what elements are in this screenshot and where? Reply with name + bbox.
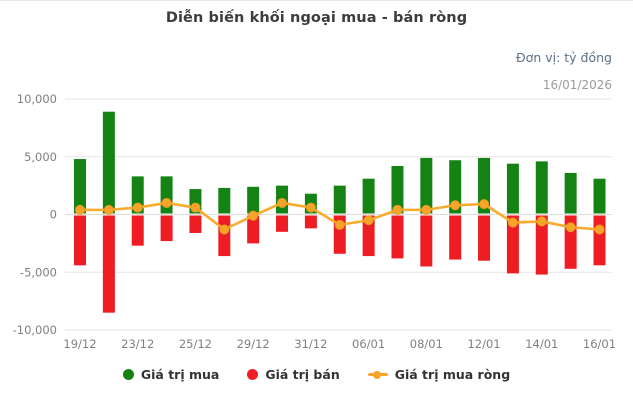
y-tick-label: 0	[50, 208, 57, 222]
x-tick-label: 31/12	[294, 337, 327, 351]
net-point[interactable]	[219, 224, 230, 235]
y-tick-label: -5,000	[20, 265, 57, 279]
net-point[interactable]	[132, 202, 143, 213]
net-point[interactable]	[421, 204, 432, 215]
y-tick-label: 10,000	[17, 92, 57, 106]
x-tick-label: 29/12	[237, 337, 270, 351]
as-of-date-label: 16/01/2026	[542, 78, 612, 92]
buy-bar[interactable]	[593, 178, 606, 214]
sell-bar[interactable]	[102, 215, 115, 313]
chart-legend: Giá trị mua Giá trị bán Giá trị mua ròng	[0, 367, 633, 382]
chart-title: Diễn biến khối ngoại mua - bán ròng	[165, 10, 468, 26]
net-point[interactable]	[536, 216, 547, 227]
sell-bar[interactable]	[304, 215, 317, 229]
net-point[interactable]	[363, 215, 374, 226]
net-point[interactable]	[103, 204, 114, 215]
buy-bar[interactable]	[362, 178, 375, 214]
y-tick-label: 5,000	[24, 150, 57, 164]
x-tick-label: 19/12	[63, 337, 96, 351]
net-point[interactable]	[392, 204, 403, 215]
sell-bar[interactable]	[74, 215, 86, 266]
buy-bar[interactable]	[564, 172, 577, 214]
unit-label: Đơn vị: tỷ đồng	[516, 50, 612, 65]
net-point[interactable]	[565, 222, 576, 233]
sell-bar[interactable]	[535, 215, 548, 275]
net-point[interactable]	[334, 219, 345, 230]
buy-series-marker-icon	[122, 369, 134, 380]
legend-item-buy[interactable]: Giá trị mua	[122, 367, 220, 382]
x-tick-label: 23/12	[121, 337, 154, 351]
net-point[interactable]	[190, 202, 201, 213]
buy-bar[interactable]	[102, 111, 115, 214]
sell-bar[interactable]	[478, 215, 491, 261]
net-point[interactable]	[75, 204, 85, 215]
buy-bar[interactable]	[247, 186, 260, 214]
net-point[interactable]	[305, 202, 316, 213]
buy-bar[interactable]	[506, 163, 519, 214]
legend-label-sell: Giá trị bán	[265, 367, 340, 382]
x-tick-label: 08/01	[410, 337, 443, 351]
net-point[interactable]	[248, 210, 259, 221]
buy-bar[interactable]	[74, 159, 86, 214]
x-tick-label: 06/01	[352, 337, 385, 351]
legend-label-net: Giá trị mua ròng	[394, 367, 511, 382]
x-tick-label: 14/01	[525, 337, 558, 351]
x-tick-label: 25/12	[179, 337, 212, 351]
sell-bar[interactable]	[391, 215, 404, 259]
sell-bar[interactable]	[506, 215, 519, 274]
buy-bar[interactable]	[535, 161, 548, 214]
sell-bar[interactable]	[362, 215, 375, 257]
buy-bar[interactable]	[478, 157, 491, 214]
x-tick-label: 12/01	[467, 337, 500, 351]
net-point[interactable]	[450, 200, 461, 211]
buy-bar[interactable]	[218, 187, 231, 214]
buy-bar[interactable]	[420, 157, 433, 214]
sell-bar[interactable]	[218, 215, 231, 257]
net-point[interactable]	[594, 224, 605, 235]
x-tick-label: 16/01	[583, 337, 616, 351]
net-point[interactable]	[277, 197, 288, 208]
buy-bar[interactable]	[449, 160, 462, 214]
sell-bar[interactable]	[189, 215, 202, 233]
net-point[interactable]	[479, 199, 490, 210]
legend-label-buy: Giá trị mua	[140, 367, 220, 382]
sell-bar[interactable]	[420, 215, 433, 267]
sell-bar[interactable]	[593, 215, 606, 266]
y-tick-label: -10,000	[13, 323, 57, 337]
sell-bar[interactable]	[449, 215, 462, 260]
buy-bar[interactable]	[333, 185, 346, 214]
sell-bar[interactable]	[247, 215, 260, 244]
buy-bar[interactable]	[391, 165, 404, 214]
sell-bar[interactable]	[131, 215, 144, 246]
net-series-marker-icon	[367, 369, 388, 380]
sell-bar[interactable]	[160, 215, 173, 242]
legend-item-net[interactable]: Giá trị mua ròng	[367, 367, 511, 382]
sell-series-marker-icon	[247, 369, 259, 380]
sell-bar[interactable]	[276, 215, 289, 232]
net-point[interactable]	[161, 197, 172, 208]
legend-item-sell[interactable]: Giá trị bán	[247, 367, 340, 382]
net-point[interactable]	[507, 217, 518, 228]
